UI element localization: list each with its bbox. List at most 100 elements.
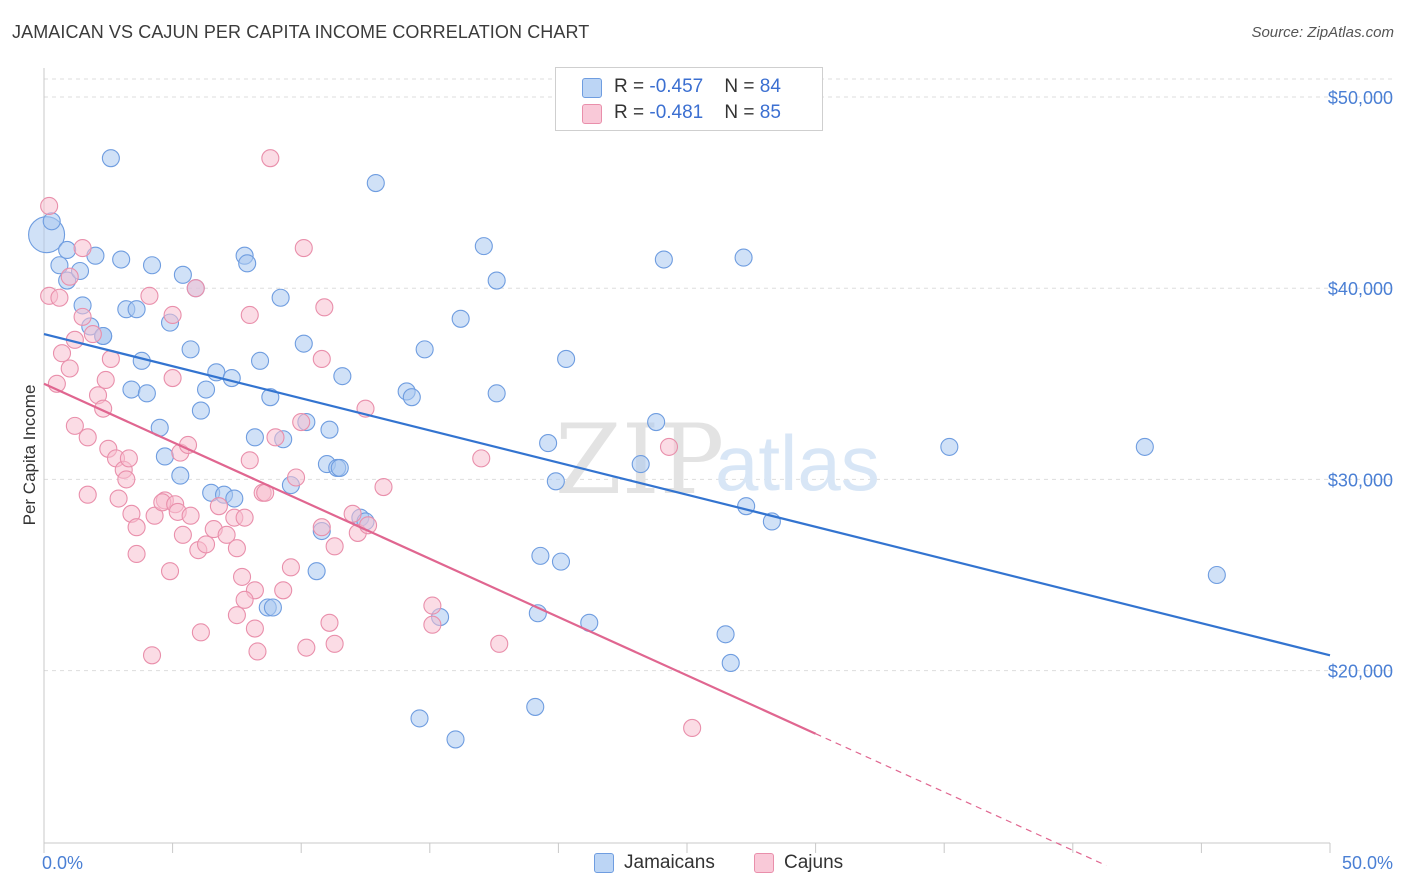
data-point <box>196 380 216 399</box>
data-point <box>474 237 493 256</box>
data-point <box>52 344 72 363</box>
trend-lines <box>43 333 1331 867</box>
data-point <box>263 598 282 617</box>
x-tick-label: 0.0% <box>42 853 83 873</box>
trend-line-cajuns-extension <box>815 733 1107 867</box>
data-point <box>240 305 259 325</box>
data-point <box>423 596 442 615</box>
data-point <box>245 619 264 638</box>
data-point <box>325 634 344 653</box>
data-point <box>294 334 313 353</box>
data-point <box>196 535 216 554</box>
data-point <box>142 646 162 665</box>
data-point <box>312 349 331 368</box>
data-point <box>546 472 565 491</box>
data-point <box>245 428 264 447</box>
data-point <box>42 212 61 231</box>
trend-line-jamaicans <box>43 333 1331 657</box>
data-point <box>65 416 84 435</box>
trend-line-cajuns <box>43 382 817 735</box>
data-point <box>1207 565 1226 585</box>
data-point <box>127 518 146 537</box>
y-axis-title: Per Capita Income <box>20 385 39 526</box>
data-point <box>271 288 290 307</box>
data-point <box>737 497 756 516</box>
swatch-cajuns <box>754 853 774 873</box>
data-point <box>333 367 352 386</box>
data-point <box>297 638 316 657</box>
data-point <box>240 451 259 470</box>
data-point <box>312 518 331 537</box>
data-point <box>654 250 673 269</box>
data-point <box>320 420 339 439</box>
legend-r-value: -0.457 <box>649 76 704 97</box>
y-tick-label: $40,000 <box>1328 279 1393 299</box>
legend-swatch-pink <box>582 104 602 124</box>
data-point <box>721 653 740 673</box>
data-point <box>225 489 244 508</box>
data-point <box>73 307 92 326</box>
data-point <box>402 388 421 407</box>
data-point <box>446 730 465 749</box>
data-point <box>181 506 200 525</box>
data-point <box>343 504 362 523</box>
data-point <box>232 567 252 586</box>
data-point <box>163 369 182 388</box>
data-point <box>145 506 164 525</box>
data-point <box>551 552 571 571</box>
data-point <box>451 309 470 328</box>
data-point <box>191 623 210 642</box>
data-point <box>58 240 77 260</box>
data-point <box>487 384 506 403</box>
data-point <box>173 265 192 284</box>
data-point <box>287 468 306 487</box>
label-jamaicans: Jamaicans <box>624 852 715 873</box>
data-point <box>209 497 228 516</box>
data-point <box>101 149 120 168</box>
data-point <box>78 428 97 447</box>
data-point <box>137 384 156 403</box>
tick-labels: $20,000 $30,000 $40,000 $50,000 0.0% 50.0% <box>42 88 1393 873</box>
y-tick-label: $30,000 <box>1328 470 1393 490</box>
series-jamaicans <box>28 149 1226 749</box>
data-point <box>171 466 190 485</box>
data-point <box>647 412 666 432</box>
data-point <box>235 508 254 527</box>
data-point <box>186 279 205 298</box>
data-point <box>487 271 506 290</box>
data-point <box>374 477 393 497</box>
data-point <box>227 606 246 625</box>
data-point <box>315 298 334 317</box>
data-point <box>292 412 311 432</box>
legend-n-value: 85 <box>759 102 781 123</box>
data-point <box>294 238 313 258</box>
data-point <box>96 370 115 390</box>
data-point <box>140 286 159 305</box>
data-point <box>659 437 679 456</box>
data-point <box>227 539 246 558</box>
data-point <box>325 537 344 556</box>
data-point <box>222 369 241 388</box>
data-point <box>142 256 162 275</box>
data-point <box>940 437 959 456</box>
data-point <box>163 305 182 325</box>
data-point <box>127 300 146 319</box>
data-point <box>50 288 69 307</box>
data-point <box>117 470 136 489</box>
data-point <box>160 562 180 581</box>
source-credit: Source: ZipAtlas.com <box>1251 24 1394 41</box>
watermark: ZIP atlas <box>555 404 880 516</box>
data-point <box>490 634 509 653</box>
data-point <box>539 434 558 453</box>
series-cajuns <box>40 149 702 738</box>
data-point <box>181 340 200 359</box>
data-point <box>366 173 385 193</box>
data-point <box>73 238 92 258</box>
data-point <box>109 489 128 508</box>
swatch-jamaicans <box>594 853 614 873</box>
data-point <box>238 254 257 273</box>
legend-swatch-blue <box>582 78 602 98</box>
data-point <box>40 196 59 216</box>
data-point <box>173 525 192 544</box>
